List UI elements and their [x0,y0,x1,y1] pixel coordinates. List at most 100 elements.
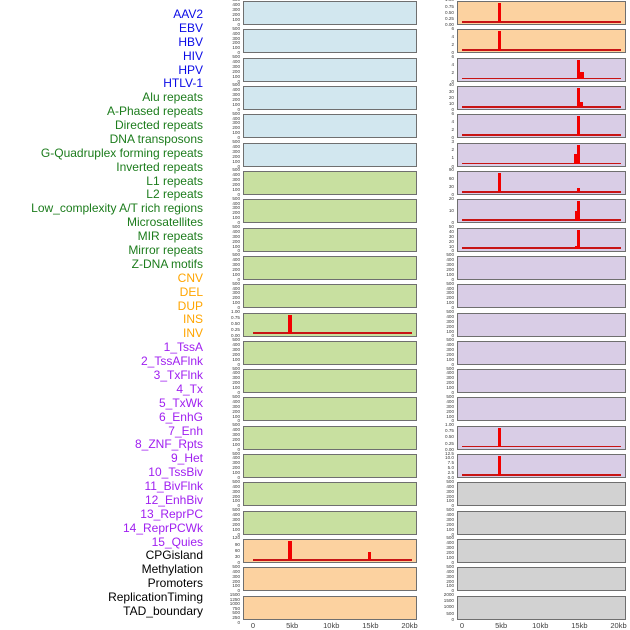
ytick-label: 100 [232,300,240,306]
ytick-label: 200 [446,323,454,329]
ytick-label: 0 [237,191,240,197]
ytick-label: 200 [232,408,240,414]
ytick-label: 0 [237,588,240,594]
track-panel-alu-repeats [243,170,417,195]
ytick-label: 300 [446,488,454,494]
ytick-label: 2 [451,42,454,48]
ytick-gutter-dna-transposons: 500 400 300 200 100 0 [206,253,240,282]
ytick-label: 90 [448,167,454,173]
ytick-label: 0 [451,390,454,396]
ytick-label: 400 [232,172,240,178]
ytick-label: 200 [446,493,454,499]
ytick-gutter-3-txflnk: 6 4 2 0 [420,110,454,141]
ytick-label: 500 [446,280,454,286]
signal-spike [574,246,579,249]
feature-label-l1-repeats: L1 repeats [146,173,203,188]
ytick-label: 400 [446,568,454,574]
feature-label-hpv: HPV [178,62,203,77]
ytick-gutter-dup: 1500 1250 1000 750 500 250 0 [206,592,240,624]
ytick-label: 1250 [229,596,240,602]
ytick-label: 100 [446,555,454,561]
ytick-label: 4 [451,33,454,39]
ytick-label: 500 [232,337,240,343]
feature-label-replicationtiming: ReplicationTiming [108,590,203,605]
ytick-label: 500 [232,139,240,144]
ytick-label: 400 [232,568,240,574]
ytick-label: 0 [237,220,240,226]
ytick-gutter-promoters: 500 400 300 200 100 0 [420,536,454,565]
ytick-label: 3 [451,139,454,144]
ytick-label: 100 [232,215,240,221]
ytick-label: 200 [446,266,454,272]
ytick-label: 2.5 [447,470,454,476]
signal-baseline [462,134,621,136]
ytick-label: 100 [232,45,240,51]
ytick-gutter-15-quies: 12.5 10.0 7.5 5.0 2.5 0.0 [420,451,454,481]
ytick-label: 500 [232,450,240,456]
ytick-label: 200 [232,210,240,216]
ytick-label: 6 [451,110,454,116]
ytick-label: 0 [451,248,454,254]
ytick-label: 10 [448,243,454,249]
ytick-label: 300 [446,347,454,353]
ytick-gutter-ebv: 500 400 300 200 100 0 [206,26,240,56]
ytick-label: 400 [232,483,240,489]
ytick-label: 400 [232,455,240,461]
ytick-label: 100 [232,441,240,447]
xaxis-tick-left-0: 0 [250,620,256,630]
ytick-label: 1000 [229,601,240,607]
signal-spike [577,59,581,80]
xaxis-tick-right-5kb: 5kb [495,620,508,630]
ytick-label: 100 [232,243,240,249]
ytick-label: 300 [232,573,240,579]
ytick-label: 500 [446,507,454,513]
ytick-label: 100 [232,356,240,362]
ytick-label: 500 [446,308,454,314]
ytick-label: 1500 [229,592,240,598]
ytick-label: 400 [232,398,240,404]
ytick-label: 0 [451,361,454,367]
track-panel-tad-boundary [457,595,626,620]
feature-label-9-het: 9_Het [170,451,203,466]
ytick-gutter-9-het: 500 400 300 200 100 0 [420,280,454,311]
feature-label-tad-boundary: TAD_boundary [123,604,203,618]
signal-baseline [253,559,412,561]
ytick-label: 1500 [443,598,454,604]
ytick-label: 0 [451,135,454,141]
ytick-label: 300 [232,63,240,69]
ytick-gutter-8-znf-rpts: 500 400 300 200 100 0 [420,253,454,282]
ytick-label: 100 [446,271,454,277]
ytick-label: 500 [232,167,240,173]
ytick-label: 100 [446,385,454,391]
feature-label-dna-transposons: DNA transposons [109,131,203,146]
ytick-label: 400 [446,285,454,291]
ytick-label: 200 [232,182,240,188]
ytick-label: 400 [232,370,240,376]
track-panel-directed-repeats [243,227,417,252]
ytick-label: 400 [232,342,240,348]
signal-spike [368,551,372,561]
track-panel-dna-transposons [243,255,417,280]
ytick-label: 500 [446,252,454,258]
ytick-label: 400 [446,342,454,348]
ytick-gutter-hiv: 500 400 300 200 100 0 [206,83,240,112]
ytick-label: 30 [448,183,454,189]
track-panel-15-quies [457,454,626,479]
ytick-label: 90 [234,541,240,547]
ytick-label: 0 [237,531,240,537]
ytick-label: 300 [232,488,240,494]
feature-label-7-enh: 7_Enh [168,423,203,438]
ytick-label: 300 [232,262,240,268]
ytick-label: 0 [237,619,240,625]
ytick-label: 0 [451,50,454,56]
ytick-label: 500 [232,110,240,116]
ytick-label: 0 [237,163,240,169]
ytick-label: 400 [232,427,240,433]
ytick-label: 20 [448,94,454,100]
ytick-gutter-inverted-repeats: 1.00 0.75 0.50 0.25 0.00 [206,309,240,339]
ytick-label: 300 [232,432,240,437]
ytick-label: 10.0 [445,455,454,461]
track-panel-low-complexity-a-t-rich-regions [243,397,417,422]
ytick-gutter-hbv: 500 400 300 200 100 0 [206,54,240,84]
signal-spike [577,116,581,136]
